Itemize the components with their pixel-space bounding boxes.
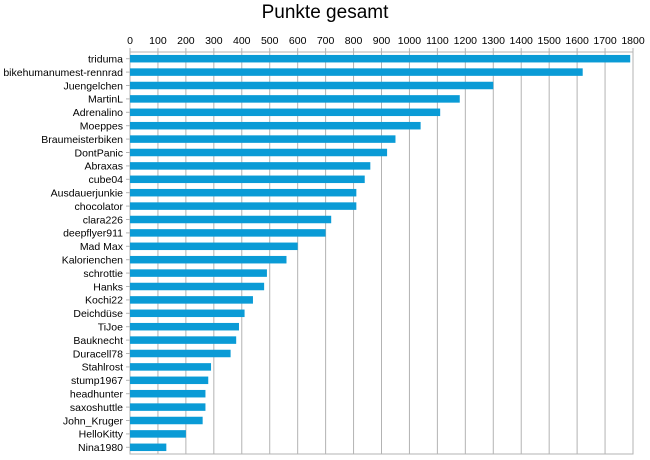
x-tick-label: 1700 (593, 35, 617, 47)
x-tick-label: 300 (205, 35, 223, 47)
bar-Bauknecht (130, 336, 237, 344)
bar-Ausdauerjunkie (130, 188, 357, 197)
category-label: clara226 (83, 214, 123, 226)
bar-Nina1980 (130, 443, 167, 452)
bar-Deichdüse (130, 309, 245, 318)
bar-saxoshuttle (130, 403, 206, 411)
category-label: MartinL (88, 94, 123, 106)
x-tick-label: 900 (373, 35, 391, 47)
x-tick-label: 1500 (537, 35, 561, 47)
category-label: Abraxas (84, 161, 123, 173)
bar-Juengelchen (130, 81, 494, 90)
category-label: headhunter (70, 389, 124, 401)
bar-cube04 (130, 175, 365, 184)
category-label: Kalorienchen (62, 255, 123, 267)
category-label: Braumeisterbiken (41, 134, 123, 146)
category-label: Juengelchen (63, 80, 123, 92)
bar-Stahlrost (130, 363, 212, 371)
category-label: Stahlrost (82, 362, 124, 374)
x-tick-label: 200 (177, 35, 195, 47)
category-label: Hanks (93, 281, 123, 293)
category-label: Nina1980 (78, 442, 123, 454)
x-tick-label: 1400 (510, 35, 534, 47)
x-tick-label: 800 (345, 35, 363, 47)
bar-bikehumanumest-rennrad (130, 68, 583, 76)
bar-chocolator (130, 202, 357, 210)
bar-triduma (130, 54, 631, 63)
bar-Hanks (130, 282, 265, 291)
category-label: DontPanic (75, 147, 123, 159)
chart-title: Punkte gesamt (261, 2, 389, 23)
category-label: cube04 (89, 174, 124, 186)
x-tick-label: 1200 (454, 35, 478, 47)
bar-DontPanic (130, 148, 388, 157)
category-label: Deichdüse (73, 308, 123, 320)
bar-HelloKitty (130, 430, 186, 438)
bar-Duracell78 (130, 349, 231, 358)
category-label: Ausdauerjunkie (51, 188, 124, 200)
bar-Braumeisterbiken (130, 135, 396, 143)
category-label: HelloKitty (79, 429, 124, 441)
bar-MartinL (130, 95, 460, 103)
x-tick-label: 1100 (426, 35, 449, 47)
x-tick-label: 1000 (398, 35, 422, 47)
plot-frame (129, 51, 634, 455)
category-label: Adrenalino (73, 107, 123, 119)
category-label: Kochi22 (85, 295, 123, 307)
bar-Moeppes (130, 121, 421, 130)
x-tick-label: 600 (289, 35, 307, 47)
bar-Mad Max (130, 242, 298, 251)
x-tick-label: 1600 (565, 35, 589, 47)
category-label: triduma (88, 54, 123, 66)
x-tick-label: 500 (261, 35, 279, 47)
category-label: saxoshuttle (70, 402, 123, 414)
category-label: schrottie (83, 268, 123, 280)
bar-Adrenalino (130, 108, 441, 117)
bar-stump1967 (130, 376, 209, 385)
category-label: John_Kruger (63, 415, 124, 427)
x-tick-label: 100 (149, 35, 167, 47)
x-tick-label: 700 (317, 35, 335, 47)
category-label: Duracell78 (73, 348, 123, 360)
bar-Kochi22 (130, 296, 253, 304)
x-tick-label: 0 (127, 35, 133, 47)
category-label: chocolator (75, 201, 124, 213)
bar-schrottie (130, 269, 267, 277)
bar-TiJoe (130, 322, 239, 331)
bar-clara226 (130, 215, 332, 224)
x-tick-label: 400 (233, 35, 251, 47)
bar-Kalorienchen (130, 255, 287, 264)
category-label: bikehumanumest-rennrad (3, 67, 123, 79)
bar-deepflyer911 (130, 229, 326, 237)
category-label: deepflyer911 (63, 228, 123, 240)
bar-Abraxas (130, 162, 371, 170)
x-tick-label: 1800 (621, 35, 645, 47)
category-label: stump1967 (71, 375, 123, 387)
category-label: Moeppes (80, 121, 123, 133)
bar-John_Kruger (130, 416, 203, 425)
category-label: Mad Max (80, 241, 124, 253)
x-tick-label: 1300 (482, 35, 506, 47)
category-label: Bauknecht (73, 335, 123, 347)
bar-headhunter (130, 389, 206, 398)
category-label: TiJoe (98, 322, 123, 334)
